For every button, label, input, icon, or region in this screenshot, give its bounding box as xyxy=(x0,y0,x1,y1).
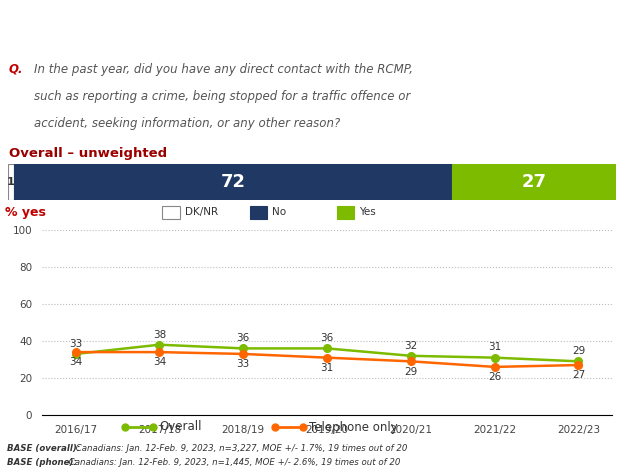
Telephone only xyxy=(240,351,247,357)
Bar xyxy=(14,164,452,200)
Text: Overall: Overall xyxy=(159,421,202,433)
Text: 38: 38 xyxy=(153,329,166,339)
Text: Canadians: Jan. 12-Feb. 9, 2023, n=1,445, MOE +/- 2.6%, 19 times out of 20: Canadians: Jan. 12-Feb. 9, 2023, n=1,445… xyxy=(66,458,400,467)
Bar xyxy=(250,205,267,219)
Text: Canadians: Jan. 12-Feb. 9, 2023, n=3,227, MOE +/- 1.7%, 19 times out of 20: Canadians: Jan. 12-Feb. 9, 2023, n=3,227… xyxy=(73,444,407,453)
Line: Overall: Overall xyxy=(72,341,582,365)
Text: 26: 26 xyxy=(488,372,501,382)
Telephone only xyxy=(155,349,163,355)
Text: 31: 31 xyxy=(320,363,334,373)
Text: No: No xyxy=(272,207,286,217)
Text: DK/NR: DK/NR xyxy=(185,207,218,217)
Overall xyxy=(240,345,247,351)
Text: 33: 33 xyxy=(236,359,250,369)
Text: 36: 36 xyxy=(236,333,250,343)
Text: % yes: % yes xyxy=(5,206,46,219)
Telephone only xyxy=(575,362,582,368)
Overall xyxy=(491,355,499,360)
Line: Telephone only: Telephone only xyxy=(72,348,582,371)
Text: 33: 33 xyxy=(69,339,82,349)
Text: 29: 29 xyxy=(572,346,585,356)
Telephone only xyxy=(491,364,499,370)
Telephone only xyxy=(323,355,331,360)
Bar xyxy=(337,205,354,219)
Text: 32: 32 xyxy=(404,341,417,351)
Text: Yes: Yes xyxy=(359,207,376,217)
Overall xyxy=(575,358,582,364)
Text: Overall – unweighted: Overall – unweighted xyxy=(9,147,167,161)
Text: BASE (phone):: BASE (phone): xyxy=(7,458,77,467)
Bar xyxy=(8,164,14,200)
Text: accident, seeking information, or any other reason?: accident, seeking information, or any ot… xyxy=(34,117,341,130)
Overall xyxy=(407,353,414,358)
Telephone only xyxy=(407,358,414,364)
Text: BASE (overall):: BASE (overall): xyxy=(7,444,81,453)
Text: 29: 29 xyxy=(404,366,417,377)
Telephone only xyxy=(72,349,79,355)
Text: 34: 34 xyxy=(153,357,166,367)
Text: 27: 27 xyxy=(522,173,547,191)
Text: Telephone only: Telephone only xyxy=(309,421,397,433)
Text: 27: 27 xyxy=(572,370,585,380)
Overall xyxy=(323,345,331,351)
Text: 34: 34 xyxy=(69,357,82,367)
Text: 36: 36 xyxy=(320,333,334,343)
Text: such as reporting a crime, being stopped for a traffic offence or: such as reporting a crime, being stopped… xyxy=(34,90,411,103)
Text: 31: 31 xyxy=(488,343,501,352)
Text: 72: 72 xyxy=(220,173,245,191)
Text: Incidence of contact with the RCMP: Incidence of contact with the RCMP xyxy=(9,15,413,35)
Text: Q.: Q. xyxy=(9,63,23,76)
Bar xyxy=(452,164,616,200)
Text: 1: 1 xyxy=(7,177,15,187)
Bar xyxy=(162,205,180,219)
Overall xyxy=(155,342,163,348)
Overall xyxy=(72,351,79,357)
Text: In the past year, did you have any direct contact with the RCMP,: In the past year, did you have any direc… xyxy=(34,63,413,76)
